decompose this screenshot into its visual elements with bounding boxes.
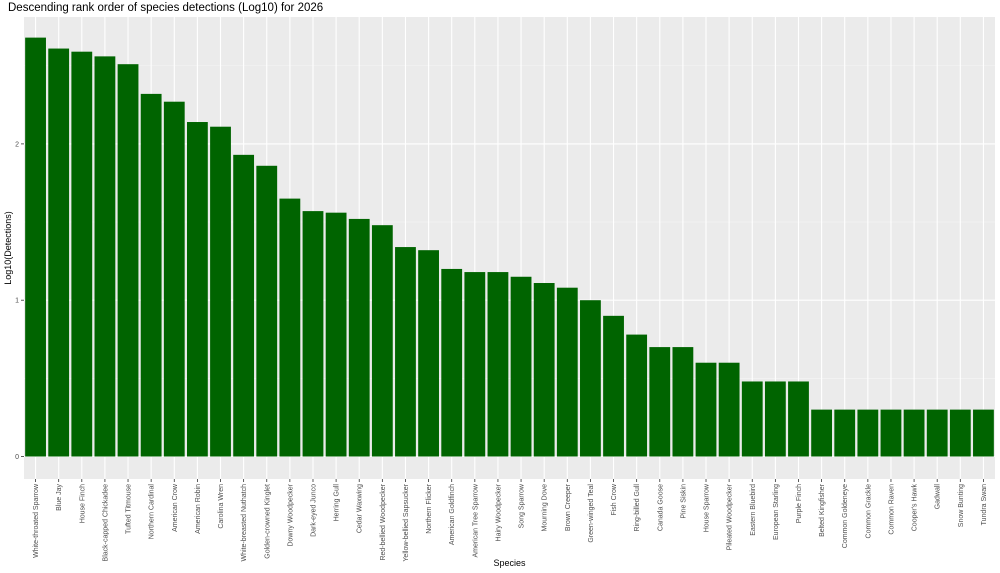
bar xyxy=(695,362,717,457)
bar xyxy=(441,268,463,457)
bar xyxy=(857,409,879,457)
x-tick-label: Cooper's Hawk xyxy=(912,484,919,532)
x-tick-label: Brown Creeper xyxy=(565,483,572,531)
bar xyxy=(279,198,301,457)
bar xyxy=(556,287,578,457)
x-tick-label: American Goldfinch xyxy=(449,484,456,545)
bar xyxy=(580,300,601,457)
x-tick-label: Purple Finch xyxy=(796,484,803,523)
x-tick-label: Ring-billed Gull xyxy=(634,484,641,532)
x-tick-label: American Crow xyxy=(172,483,179,532)
bar xyxy=(395,247,416,457)
bar xyxy=(533,283,555,457)
bar xyxy=(973,409,994,457)
bar xyxy=(903,409,925,457)
x-axis-title: Species xyxy=(493,558,526,568)
x-tick-label: Blue Jay xyxy=(56,484,63,511)
bar xyxy=(880,409,902,457)
x-tick-label: Common Grackle xyxy=(865,484,872,539)
x-tick-label: Fish Crow xyxy=(611,483,618,515)
bar xyxy=(210,126,231,457)
x-tick-label: White-breasted Nuthatch xyxy=(241,484,248,562)
y-tick-label: 2 xyxy=(15,141,19,148)
x-tick-label: Tundra Swan xyxy=(981,484,988,525)
bar xyxy=(117,64,139,457)
bar xyxy=(256,165,278,457)
x-tick-label: Pileated Woodpecker xyxy=(727,483,734,550)
x-tick-label: Golden-crowned Kinglet xyxy=(264,484,271,559)
x-tick-label: Hairy Woodpecker xyxy=(495,483,502,541)
x-tick-label: American Tree Sparrow xyxy=(472,483,479,557)
x-tick-label: Dark-eyed Junco xyxy=(310,484,317,537)
x-tick-label: Yellow-bellied Sapsucker xyxy=(403,483,410,561)
bar xyxy=(788,381,809,457)
bar xyxy=(672,347,694,457)
bar xyxy=(71,51,93,457)
x-tick-label: Green-winged Teal xyxy=(588,484,595,543)
bar xyxy=(418,250,439,457)
x-tick-label: Red-bellied Woodpecker xyxy=(380,483,387,560)
bar xyxy=(325,212,347,457)
bar xyxy=(348,218,370,457)
bar xyxy=(834,409,856,457)
x-tick-label: Downy Woodpecker xyxy=(287,483,294,546)
bar xyxy=(603,315,624,457)
x-tick-label: Gadwall xyxy=(935,484,942,510)
x-tick-label: Song Sparrow xyxy=(519,483,526,528)
bar xyxy=(140,93,162,457)
y-tick-label: 1 xyxy=(15,298,19,305)
x-tick-label: Cedar Waxwing xyxy=(357,484,364,533)
x-tick-label: Common Raven xyxy=(888,484,895,535)
bar xyxy=(649,347,671,457)
bar xyxy=(811,409,833,457)
x-tick-label: Northern Cardinal xyxy=(149,484,156,540)
x-tick-label: House Finch xyxy=(79,484,86,523)
x-tick-label: Northern Flicker xyxy=(426,483,433,533)
y-tick-label: 0 xyxy=(15,454,19,461)
x-tick-label: Tufted Titmouse xyxy=(126,484,133,534)
bar xyxy=(302,211,324,457)
bar xyxy=(464,272,486,457)
bars xyxy=(25,37,994,457)
x-tick-label: Mourning Dove xyxy=(542,484,549,532)
bar xyxy=(510,276,532,457)
x-tick-label: Belted Kingfisher xyxy=(819,483,826,537)
bar xyxy=(94,56,116,457)
bar xyxy=(626,334,648,457)
x-tick-label: Eastern Bluebird xyxy=(750,484,757,536)
bar xyxy=(163,101,185,457)
bar xyxy=(926,409,948,457)
chart-title: Descending rank order of species detecti… xyxy=(8,2,324,14)
x-axis: White-throated Sparrow Blue Jay House Finc… xyxy=(33,479,988,562)
x-tick-label: Canada Goose xyxy=(657,484,664,531)
x-tick-label: Herring Gull xyxy=(334,484,341,522)
bar xyxy=(487,272,509,457)
bar xyxy=(186,122,208,457)
bar xyxy=(949,409,971,457)
bar xyxy=(233,154,255,457)
bar xyxy=(48,48,70,457)
x-tick-label: Black-capped Chickadee xyxy=(102,484,109,562)
x-tick-label: American Robin xyxy=(195,484,202,534)
x-tick-label: House Sparrow xyxy=(704,483,711,532)
y-axis: 0 1 2 xyxy=(15,141,24,461)
bar xyxy=(718,362,740,457)
plot-panel xyxy=(24,17,995,479)
x-tick-label: Snow Bunting xyxy=(958,484,965,527)
bar xyxy=(371,225,393,457)
x-tick-label: White-throated Sparrow xyxy=(33,483,40,558)
x-tick-label: Carolina Wren xyxy=(218,484,225,529)
x-tick-label: European Starling xyxy=(773,484,780,540)
y-axis-title: Log10(Detections) xyxy=(3,211,13,285)
x-tick-label: Common Goldeneye xyxy=(842,484,849,548)
bar xyxy=(764,381,786,457)
x-tick-label: Pine Siskin xyxy=(680,484,687,519)
bar xyxy=(25,37,46,457)
bar xyxy=(741,381,763,457)
